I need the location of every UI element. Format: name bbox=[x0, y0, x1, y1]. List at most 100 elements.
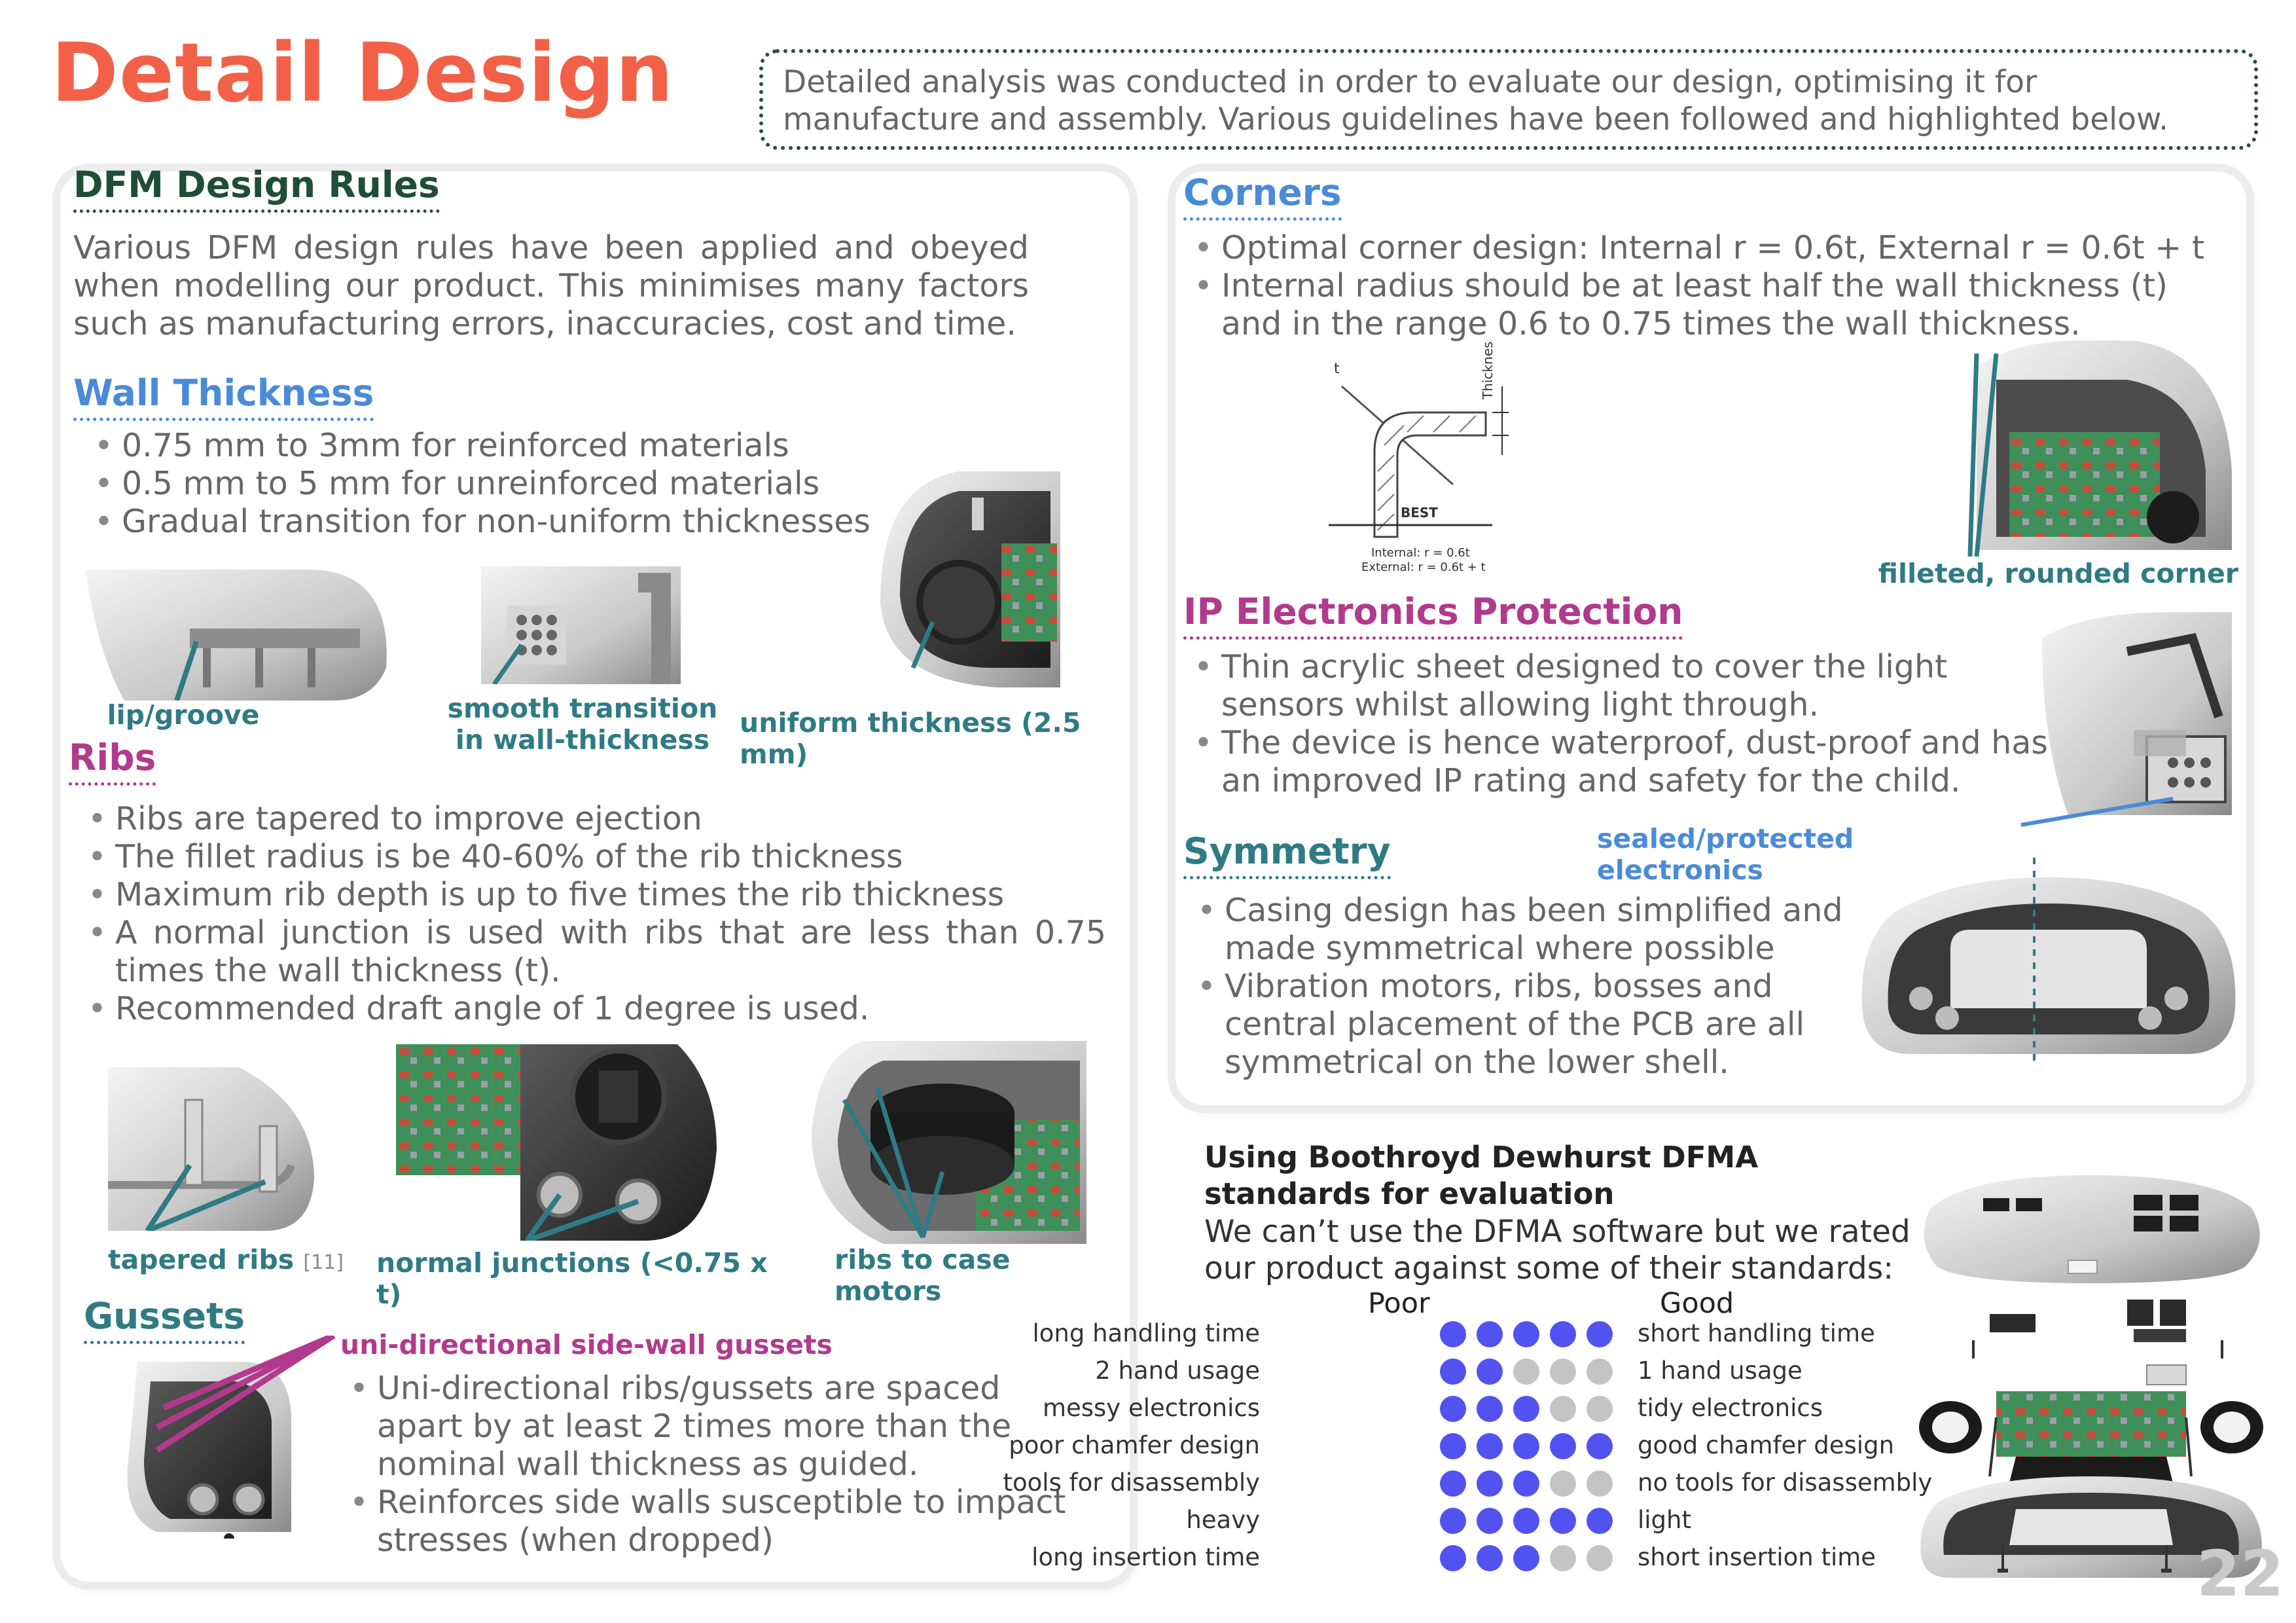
ribs-list: Ribs are tapered to improve ejection The… bbox=[79, 800, 1106, 1028]
lip-groove-render bbox=[85, 570, 387, 701]
list-item: Gradual transition for non-uniform thick… bbox=[85, 503, 936, 541]
rating-dot bbox=[1550, 1470, 1576, 1497]
good-criterion: short handling time bbox=[1638, 1319, 1875, 1347]
normal-junctions-render bbox=[396, 1044, 717, 1241]
dfma-text: We can’t use the DFMA software but we ra… bbox=[1204, 1214, 1910, 1286]
poor-criterion: long insertion time bbox=[1031, 1543, 1260, 1571]
exploded-screws bbox=[1998, 1545, 2172, 1573]
dfm-heading: DFM Design Rules bbox=[73, 164, 440, 213]
rating-dot bbox=[1587, 1470, 1613, 1497]
gussets-heading: Gussets bbox=[84, 1295, 245, 1344]
rating-dot bbox=[1477, 1359, 1503, 1385]
rating-dot bbox=[1513, 1545, 1539, 1571]
ribs-to-case-motors-caption: ribs to case motors bbox=[834, 1244, 1011, 1307]
gussets-list: Uni-directional ribs/gussets are spaced … bbox=[340, 1370, 1093, 1559]
filleted-corner-render bbox=[1967, 340, 2232, 557]
ip-protection-list: Thin acrylic sheet designed to cover the… bbox=[1185, 648, 2062, 800]
good-criterion: no tools for disassembly bbox=[1638, 1468, 1933, 1497]
rating-dot bbox=[1513, 1470, 1539, 1497]
poor-column-heading: Poor bbox=[1368, 1287, 1430, 1320]
ip-pointer-line bbox=[2020, 797, 2174, 827]
table-row: messy electronics tidy electronics bbox=[1043, 1392, 1937, 1429]
rating-dot bbox=[1587, 1433, 1613, 1459]
rating-dot bbox=[1513, 1396, 1539, 1422]
list-item: Reinforces side walls susceptible to imp… bbox=[340, 1484, 1093, 1559]
page-title: Detail Design bbox=[51, 26, 674, 120]
corners-heading: Corners bbox=[1183, 172, 1342, 221]
list-item: The device is hence waterproof, dust-pro… bbox=[1185, 724, 2062, 800]
list-item: Recommended draft angle of 1 degree is u… bbox=[79, 990, 1106, 1028]
dfma-heading: Using Boothroyd Dewhurst DFMA standards … bbox=[1204, 1140, 1759, 1211]
table-row: long insertion time short insertion time bbox=[1031, 1541, 1937, 1578]
rating-dot bbox=[1513, 1359, 1539, 1385]
normal-junctions-caption: normal junctions (<0.75 x t) bbox=[376, 1247, 768, 1310]
rating-dot bbox=[1477, 1321, 1503, 1347]
ribs-heading: Ribs bbox=[69, 737, 156, 786]
rating-dot bbox=[1550, 1396, 1576, 1422]
filleted-corner-caption: filleted, rounded corner bbox=[1878, 558, 2238, 589]
list-item: Optimal corner design: Internal r = 0.6t… bbox=[1185, 229, 2232, 267]
symmetry-lower-shell-render bbox=[1861, 858, 2236, 1067]
list-item: Maximum rib depth is up to five times th… bbox=[79, 876, 1106, 914]
smooth-transition-render bbox=[481, 566, 681, 684]
ip-protection-heading: IP Electronics Protection bbox=[1183, 591, 1683, 640]
good-criterion: light bbox=[1638, 1506, 1692, 1534]
table-row: 2 hand usage 1 hand usage bbox=[1095, 1355, 1937, 1391]
list-item: 0.75 mm to 3mm for reinforced materials bbox=[85, 427, 936, 465]
list-item: Ribs are tapered to improve ejection bbox=[79, 800, 1106, 838]
poor-criterion: heavy bbox=[1186, 1506, 1260, 1534]
table-row: poor chamfer design good chamfer design bbox=[1009, 1429, 1937, 1466]
corners-list: Optimal corner design: Internal r = 0.6t… bbox=[1185, 229, 2232, 343]
rating-dot bbox=[1440, 1359, 1466, 1385]
wall-thickness-heading: Wall Thickness bbox=[73, 372, 374, 421]
rating-dot bbox=[1440, 1321, 1466, 1347]
uniform-thickness-caption: uniform thickness (2.5 mm) bbox=[740, 707, 1081, 770]
dfm-text: Various DFM design rules have been appli… bbox=[73, 229, 1029, 342]
list-item: Casing design has been simplified and ma… bbox=[1188, 892, 1856, 968]
rating-dot bbox=[1513, 1433, 1539, 1459]
wall-thickness-list: 0.75 mm to 3mm for reinforced materials … bbox=[85, 427, 936, 541]
rating-dot bbox=[1550, 1321, 1576, 1347]
rating-dot bbox=[1477, 1433, 1503, 1459]
rating-dot bbox=[1587, 1359, 1613, 1385]
tapered-ribs-render bbox=[108, 1067, 314, 1231]
good-criterion: 1 hand usage bbox=[1638, 1357, 1803, 1385]
external-radius-label: External: r = 0.6t + t bbox=[1361, 560, 1486, 574]
rating-dot bbox=[1587, 1508, 1613, 1534]
exploded-view-render bbox=[1919, 1175, 2263, 1578]
symmetry-heading: Symmetry bbox=[1183, 830, 1391, 879]
best-label: BEST bbox=[1401, 505, 1438, 520]
rating-dot bbox=[1550, 1508, 1576, 1534]
good-criterion: good chamfer design bbox=[1638, 1431, 1895, 1459]
list-item: Internal radius should be at least half … bbox=[1185, 267, 2232, 343]
good-criterion: short insertion time bbox=[1638, 1543, 1876, 1571]
rating-dot bbox=[1477, 1470, 1503, 1497]
uniform-thickness-render bbox=[880, 471, 1060, 687]
rating-dot bbox=[1550, 1359, 1576, 1385]
list-item: 0.5 mm to 5 mm for unreinforced material… bbox=[85, 465, 936, 503]
list-item: The fillet radius is be 40-60% of the ri… bbox=[79, 838, 1106, 876]
lip-groove-caption: lip/groove bbox=[107, 699, 260, 731]
intro-callout: Detailed analysis was conducted in order… bbox=[759, 49, 2258, 150]
poor-criterion: long handling time bbox=[1032, 1319, 1260, 1347]
good-criterion: tidy electronics bbox=[1638, 1394, 1823, 1422]
table-row: heavy light bbox=[1152, 1504, 1937, 1541]
rating-dot bbox=[1440, 1433, 1466, 1459]
page-number: 22 bbox=[2197, 1537, 2284, 1611]
gussets-caption: uni-directional side-wall gussets bbox=[340, 1329, 833, 1360]
smooth-transition-caption: smooth transition in wall-thickness bbox=[447, 693, 718, 756]
list-item: Uni-directional ribs/gussets are spaced … bbox=[340, 1370, 1093, 1484]
corner-diagram: t Thickness BEST Internal: r = 0.6t Exte… bbox=[1329, 340, 1509, 574]
ribs-to-case-motors-render bbox=[812, 1041, 1086, 1244]
t-label: t bbox=[1334, 361, 1340, 377]
sealed-electronics-caption: sealed/protected electronics bbox=[1597, 823, 1854, 886]
rating-dot bbox=[1513, 1508, 1539, 1534]
rating-dot bbox=[1440, 1508, 1466, 1534]
rating-dot bbox=[1550, 1433, 1576, 1459]
tapered-ribs-caption: tapered ribs [11] bbox=[108, 1244, 344, 1275]
poor-criterion: 2 hand usage bbox=[1095, 1357, 1260, 1385]
table-row: long handling time short handling time bbox=[1032, 1317, 1937, 1354]
table-row: tools for disassembly no tools for disass… bbox=[1003, 1467, 1937, 1503]
rating-dot bbox=[1477, 1508, 1503, 1534]
list-item: Vibration motors, ribs, bosses and centr… bbox=[1188, 968, 1856, 1082]
